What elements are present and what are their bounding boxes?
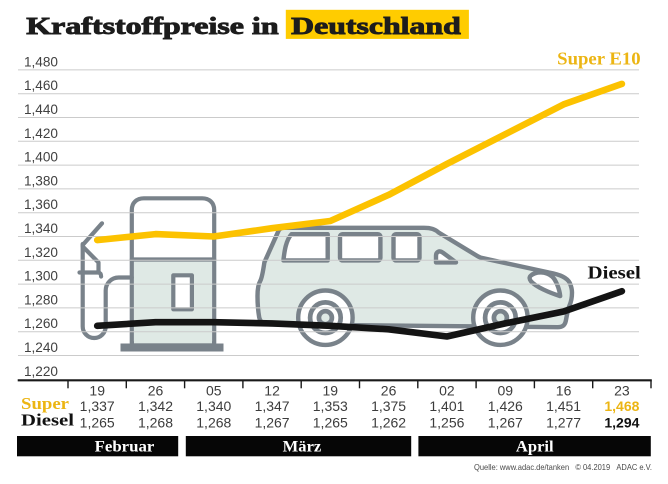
- svg-text:19: 19: [89, 382, 105, 398]
- svg-text:1,353: 1,353: [313, 398, 348, 414]
- svg-text:Deutschland: Deutschland: [291, 14, 461, 40]
- svg-text:1,468: 1,468: [604, 398, 639, 414]
- svg-text:16: 16: [556, 382, 572, 398]
- svg-text:1,240: 1,240: [24, 340, 58, 355]
- svg-text:1,320: 1,320: [24, 245, 58, 260]
- svg-text:1,451: 1,451: [546, 398, 581, 414]
- svg-text:19: 19: [323, 382, 339, 398]
- svg-text:Kraftstoffpreise in: Kraftstoffpreise in: [26, 14, 278, 40]
- svg-text:Diesel: Diesel: [588, 262, 641, 282]
- svg-text:Super E10: Super E10: [557, 48, 640, 68]
- svg-text:1,347: 1,347: [255, 398, 290, 414]
- svg-text:1,256: 1,256: [429, 415, 464, 431]
- svg-text:1,268: 1,268: [138, 415, 173, 431]
- svg-text:1,294: 1,294: [604, 415, 639, 431]
- svg-text:1,277: 1,277: [546, 415, 581, 431]
- svg-text:Quelle: www.adac.de/tanken ©: Quelle: www.adac.de/tanken © 04.2019 ADA…: [474, 463, 652, 472]
- svg-text:1,260: 1,260: [24, 316, 58, 331]
- svg-text:1,401: 1,401: [429, 398, 464, 414]
- svg-text:1,280: 1,280: [24, 292, 58, 307]
- svg-text:23: 23: [614, 382, 630, 398]
- svg-text:1,262: 1,262: [371, 415, 406, 431]
- svg-text:1,380: 1,380: [24, 173, 58, 188]
- svg-text:1,400: 1,400: [24, 150, 58, 165]
- svg-text:1,337: 1,337: [80, 398, 115, 414]
- svg-text:Februar: Februar: [95, 439, 155, 456]
- svg-text:1,340: 1,340: [196, 398, 231, 414]
- svg-text:1,426: 1,426: [488, 398, 523, 414]
- svg-text:1,480: 1,480: [24, 54, 58, 69]
- svg-text:26: 26: [148, 382, 164, 398]
- svg-text:1,460: 1,460: [24, 78, 58, 93]
- svg-text:1,265: 1,265: [80, 415, 115, 431]
- svg-text:1,440: 1,440: [24, 102, 58, 117]
- svg-text:1,340: 1,340: [24, 221, 58, 236]
- svg-text:1,360: 1,360: [24, 197, 58, 212]
- svg-text:April: April: [516, 439, 554, 456]
- svg-text:12: 12: [264, 382, 280, 398]
- svg-text:März: März: [283, 439, 322, 456]
- svg-text:09: 09: [498, 382, 514, 398]
- svg-text:05: 05: [206, 382, 222, 398]
- svg-text:1,267: 1,267: [255, 415, 290, 431]
- svg-text:1,267: 1,267: [488, 415, 523, 431]
- svg-text:1,300: 1,300: [24, 269, 58, 284]
- svg-text:02: 02: [439, 382, 455, 398]
- svg-text:1,268: 1,268: [196, 415, 231, 431]
- svg-text:1,265: 1,265: [313, 415, 348, 431]
- svg-text:1,375: 1,375: [371, 398, 406, 414]
- svg-text:26: 26: [381, 382, 397, 398]
- svg-text:Super: Super: [21, 394, 69, 413]
- svg-text:1,220: 1,220: [24, 364, 58, 379]
- svg-text:1,420: 1,420: [24, 126, 58, 141]
- svg-text:Diesel: Diesel: [21, 411, 75, 430]
- svg-text:1,342: 1,342: [138, 398, 173, 414]
